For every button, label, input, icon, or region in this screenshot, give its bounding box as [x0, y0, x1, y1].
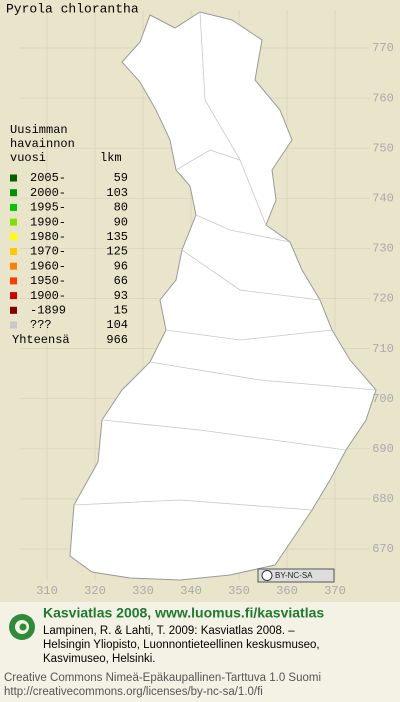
- x-tick-label: 370: [324, 584, 346, 598]
- legend-label: 2000-: [30, 186, 66, 200]
- citation-line: Helsingin Yliopisto, Luonnontieteellinen…: [43, 639, 320, 651]
- x-tick-label: 320: [84, 584, 106, 598]
- legend-total-label: Yhteensä: [12, 333, 70, 347]
- license-line: Creative Commons Nimeä-Epäkaupallinen-Ta…: [4, 672, 321, 684]
- badge-box: [257, 568, 335, 583]
- legend-label: 1970-: [30, 245, 66, 259]
- legend-label: -1899: [30, 303, 66, 317]
- legend-count: 66: [114, 274, 128, 288]
- footer-background: [0, 602, 400, 702]
- legend-label: 1995-: [30, 201, 66, 215]
- logo: [9, 614, 35, 640]
- legend-count: 90: [114, 215, 128, 229]
- legend-label: 2005-: [30, 171, 66, 185]
- y-tick-label: 730: [372, 242, 394, 256]
- legend-label: 1990-: [30, 215, 66, 229]
- y-tick-label: 720: [372, 292, 394, 306]
- x-tick-label: 310: [36, 584, 58, 598]
- legend-label: ???: [30, 318, 52, 332]
- legend-label: 1950-: [30, 274, 66, 288]
- x-tick-label: 330: [132, 584, 154, 598]
- legend-count: 15: [114, 303, 128, 317]
- legend-swatch: [10, 306, 17, 314]
- logo-core: [19, 623, 27, 631]
- legend-count: 125: [106, 245, 128, 259]
- y-tick-label: 700: [372, 392, 394, 406]
- legend-heading: Uusimman: [10, 123, 68, 137]
- y-tick-label: 680: [372, 492, 394, 506]
- y-tick-label: 670: [372, 542, 394, 556]
- legend-swatch: [10, 189, 17, 197]
- badge-icon: [261, 570, 273, 581]
- license-line: http://creativecommons.org/licenses/by-n…: [4, 686, 263, 698]
- y-tick-label: 750: [372, 141, 394, 155]
- species-title: Pyrola chlorantha: [6, 1, 139, 16]
- legend-count: 80: [114, 201, 128, 215]
- legend-total: 966: [106, 333, 128, 347]
- citation-line: Lampinen, R. & Lahti, T. 2009: Kasviatla…: [43, 625, 295, 637]
- legend-swatch: [10, 262, 17, 270]
- y-tick-label: 740: [372, 191, 394, 205]
- legend-swatch: [10, 292, 17, 300]
- legend-swatch: [10, 248, 17, 255]
- legend-count-heading: lkm: [100, 151, 122, 165]
- legend-swatch: [10, 277, 17, 285]
- legend-swatch: [10, 321, 17, 329]
- legend-swatch: [10, 218, 17, 226]
- badge-text: BY-NC-SA: [275, 571, 313, 580]
- legend-label: 1980-: [30, 230, 66, 244]
- cc-badge: BY-NC-SA: [257, 568, 335, 583]
- y-tick-label: 710: [372, 342, 394, 356]
- region-borders: [73, 11, 377, 511]
- legend-swatch: [10, 203, 17, 211]
- y-tick-label: 760: [372, 91, 394, 105]
- finland-outline: [69, 11, 377, 581]
- x-tick-label: 360: [276, 584, 298, 598]
- x-tick-label: 340: [180, 584, 202, 598]
- y-tick-label: 770: [372, 41, 394, 55]
- legend-count: 59: [114, 171, 128, 185]
- legend-swatch: [10, 174, 17, 182]
- legend-label: 1900-: [30, 289, 66, 303]
- legend-heading: vuosi: [10, 151, 46, 165]
- site-link: Kasviatlas 2008, www.luomus.fi/kasviatla…: [43, 605, 324, 621]
- legend-count: 96: [114, 259, 128, 273]
- legend-count: 135: [106, 230, 128, 244]
- legend-label: 1960-: [30, 259, 66, 273]
- legend-count: 103: [106, 186, 128, 200]
- legend-swatch: [10, 233, 17, 241]
- y-tick-label: 690: [372, 442, 394, 456]
- legend-count: 104: [106, 318, 128, 332]
- x-tick-label: 350: [228, 584, 250, 598]
- legend-heading: havainnon: [10, 137, 75, 151]
- legend-count: 93: [114, 289, 128, 303]
- citation-line: Kasvimuseo, Helsinki.: [43, 653, 155, 665]
